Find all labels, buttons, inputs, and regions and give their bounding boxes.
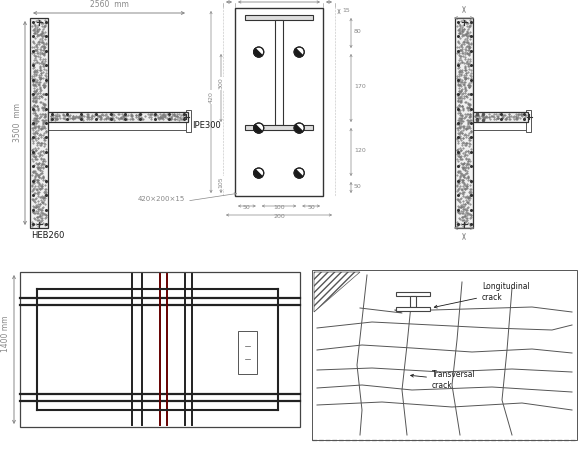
Bar	[455, 18, 473, 228]
Bar	[526, 110, 531, 132]
Text: 3500  mm: 3500 mm	[14, 104, 22, 143]
Text: Transversal
crack: Transversal crack	[411, 370, 475, 390]
Circle shape	[294, 168, 304, 178]
Circle shape	[294, 123, 304, 133]
Text: 100: 100	[273, 205, 285, 210]
Text: 170: 170	[354, 84, 366, 89]
Text: HEB260: HEB260	[31, 231, 65, 240]
Polygon shape	[254, 124, 262, 133]
Text: 15: 15	[342, 8, 350, 13]
Bar	[396, 307, 430, 311]
Text: 420×200×15: 420×200×15	[138, 196, 185, 202]
Text: 300: 300	[218, 77, 224, 89]
Text: 50: 50	[354, 183, 362, 188]
Polygon shape	[254, 49, 262, 57]
Bar	[235, 8, 323, 196]
Bar	[20, 272, 300, 427]
Bar	[275, 20, 283, 124]
Bar	[245, 124, 313, 129]
Bar	[473, 122, 528, 130]
Bar	[48, 112, 188, 122]
Text: 80: 80	[354, 29, 362, 34]
Text: 50: 50	[243, 205, 251, 210]
Text: 50: 50	[307, 205, 315, 210]
Circle shape	[254, 168, 264, 178]
Bar	[473, 112, 528, 122]
Polygon shape	[294, 124, 303, 133]
Bar	[312, 270, 577, 440]
Polygon shape	[294, 169, 303, 178]
Bar	[410, 296, 416, 307]
Circle shape	[294, 47, 304, 57]
Bar	[30, 18, 48, 228]
Polygon shape	[254, 169, 262, 178]
Bar	[186, 110, 191, 132]
Circle shape	[254, 123, 264, 133]
Bar	[238, 331, 257, 374]
Text: 1400 mm: 1400 mm	[2, 315, 11, 351]
Bar	[48, 122, 188, 130]
Bar	[396, 292, 430, 296]
Text: 420: 420	[208, 91, 214, 103]
Text: Longitudinal
crack: Longitudinal crack	[434, 282, 529, 308]
Text: 2560  mm: 2560 mm	[90, 0, 129, 9]
Bar	[245, 15, 313, 20]
Polygon shape	[294, 49, 303, 57]
Text: 120: 120	[354, 148, 366, 153]
Text: IPE300: IPE300	[192, 121, 221, 130]
Circle shape	[254, 47, 264, 57]
Text: 105: 105	[218, 177, 224, 188]
Text: 200: 200	[273, 214, 285, 219]
